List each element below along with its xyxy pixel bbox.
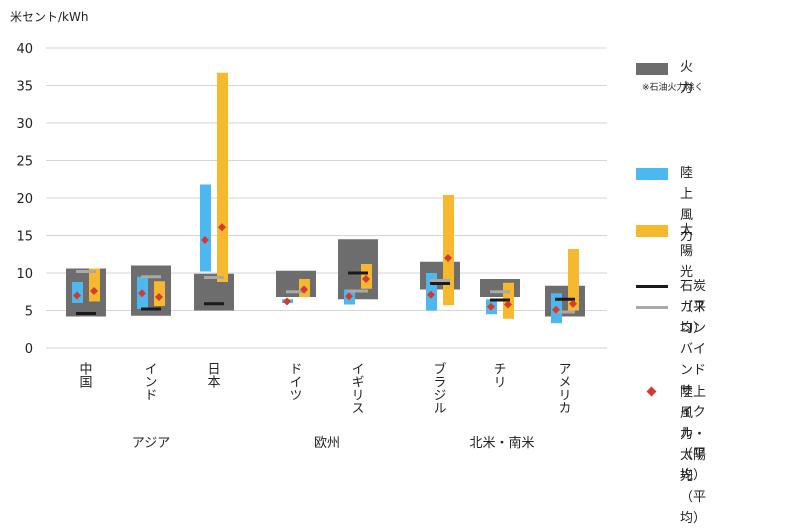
legend-label-thermal: 火力 xyxy=(680,60,694,96)
wind-average-point-1 xyxy=(138,289,146,298)
group-label-1: 欧州 xyxy=(314,436,340,451)
solar-average-point-3 xyxy=(300,285,308,294)
y-axis-unit-label: 米セント/kWh xyxy=(10,10,89,24)
x-tick-label-6: チリ xyxy=(491,362,506,388)
solar-average-point-2 xyxy=(218,223,226,232)
group-label-0: アジア xyxy=(132,436,170,451)
y-tick-label-40: 40 xyxy=(16,42,33,57)
x-tick-label-2: 日本 xyxy=(205,362,221,388)
solar-average-point-7 xyxy=(569,299,577,308)
solar-range-bar-7 xyxy=(568,249,579,311)
solar-average-point-5 xyxy=(444,254,452,262)
solar-average-point-0 xyxy=(90,287,98,295)
wind-average-point-3 xyxy=(283,297,291,306)
x-tick-label-1: インド xyxy=(142,362,157,401)
x-tick-label-5: ブラジル xyxy=(431,361,446,414)
wind-average-point-2 xyxy=(201,236,209,244)
legend-label-onshore-wind: 陸上風力 xyxy=(680,166,694,244)
y-tick-label-30: 30 xyxy=(16,117,33,132)
wind-average-point-0 xyxy=(73,291,81,300)
wind-average-point-5 xyxy=(427,290,435,299)
legend-note-oil-excluded: ※石油火力除く xyxy=(642,83,704,93)
solar-range-bar-5 xyxy=(443,195,454,306)
chart-legend: 火力 ※石油火力除く 陸上風力 太陽光 石炭（平均） ガスコンバインド サイクル… xyxy=(636,0,800,526)
x-tick-label-3: ドイツ xyxy=(287,362,302,401)
legend-label-wind-solar-average: 陸上風力・太陽光 （平均） xyxy=(680,385,707,526)
legend-swatch-thermal xyxy=(636,63,668,75)
solar-range-bar-2 xyxy=(217,72,228,282)
solar-average-point-6 xyxy=(504,300,512,309)
solar-average-point-1 xyxy=(155,293,163,301)
x-tick-label-0: 中国 xyxy=(77,362,92,388)
y-tick-label-15: 15 xyxy=(16,230,33,245)
y-tick-label-5: 5 xyxy=(25,305,33,320)
y-tick-label-20: 20 xyxy=(16,192,33,207)
y-tick-label-25: 25 xyxy=(16,155,33,170)
legend-swatch-gas-combined-cycle-average xyxy=(636,306,668,309)
legend-label-coal-average: 石炭（平均） xyxy=(680,279,707,336)
onshore-wind-range-bar-2 xyxy=(200,184,211,272)
wind-average-point-6 xyxy=(487,302,495,311)
legend-swatch-coal-average xyxy=(636,285,668,288)
wind-average-point-7 xyxy=(552,305,560,314)
y-tick-label-35: 35 xyxy=(16,80,33,95)
solar-range-bar-0 xyxy=(89,268,100,302)
x-tick-label-7: アメリカ xyxy=(556,362,571,414)
solar-average-point-4 xyxy=(362,275,370,283)
group-label-2: 北米・南米 xyxy=(469,435,534,451)
legend-swatch-onshore-wind xyxy=(636,168,668,180)
legend-swatch-wind-solar-average xyxy=(646,386,657,397)
x-tick-label-4: イギリス xyxy=(349,362,364,414)
chart-plot-area: 0 5 10 15 20 25 30 35 40 中国 インド 日本 ドイツ イギリス ブラジル チリ アメリカ… xyxy=(16,42,607,451)
legend-label-gas-combined-cycle-average: ガスコンバインド サイクル（平均） xyxy=(680,300,707,483)
legend-swatch-solar xyxy=(636,225,668,237)
wind-average-point-4 xyxy=(345,292,353,301)
y-tick-label-0: 0 xyxy=(25,342,33,357)
y-tick-label-10: 10 xyxy=(16,267,33,282)
legend-label-solar: 太陽光 xyxy=(680,223,694,280)
